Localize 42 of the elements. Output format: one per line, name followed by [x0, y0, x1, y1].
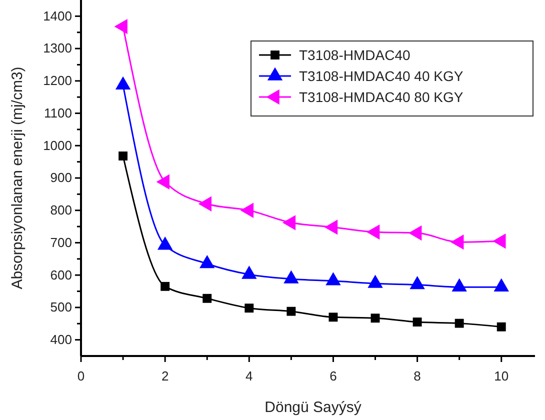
point [282, 215, 296, 230]
x-tick-label: 4 [246, 368, 253, 384]
point [114, 18, 128, 34]
x-axis-title: Döngü Sayýsý [264, 399, 362, 416]
point [198, 196, 212, 212]
x-tick-label: 0 [77, 368, 85, 384]
point [244, 304, 254, 313]
y-tick-label: 700 [50, 234, 72, 250]
point [328, 312, 338, 322]
point [324, 220, 338, 235]
point [286, 306, 296, 316]
y-tick-label: 400 [50, 332, 72, 347]
point [454, 318, 464, 328]
point [160, 282, 170, 291]
point [366, 224, 380, 240]
point [412, 318, 422, 326]
point [370, 314, 380, 323]
x-tick-label: 8 [414, 368, 421, 384]
y-tick-label: 900 [50, 170, 72, 186]
y-tick-label: 500 [50, 300, 72, 315]
point [450, 234, 464, 250]
legend-label: T3108-HMDAC40 80 KGY [299, 89, 464, 105]
y-axis-title: Absorpsiyonlanan enerji (mj/cm3) [9, 66, 26, 290]
x-tick-label: 10 [494, 368, 509, 384]
legend-label: T3108-HMDAC40 [299, 47, 410, 63]
x-tick-label: 2 [161, 368, 169, 384]
y-tick-label: 1400 [43, 8, 72, 24]
point [202, 294, 212, 303]
point [496, 322, 506, 332]
y-tick-label: 1200 [43, 73, 72, 88]
y-tick-label: 1300 [43, 40, 72, 56]
point [240, 202, 254, 218]
y-tick-label: 800 [50, 202, 72, 218]
y-tick-label: 600 [50, 267, 72, 282]
y-tick-label: 1000 [43, 138, 72, 153]
y-tick-label: 1100 [44, 105, 72, 120]
point [408, 225, 422, 241]
point [492, 234, 506, 249]
legend-label: T3108-HMDAC40 40 KGY [299, 68, 464, 84]
point [118, 152, 128, 160]
x-tick-label: 6 [330, 368, 337, 384]
point [156, 174, 170, 190]
